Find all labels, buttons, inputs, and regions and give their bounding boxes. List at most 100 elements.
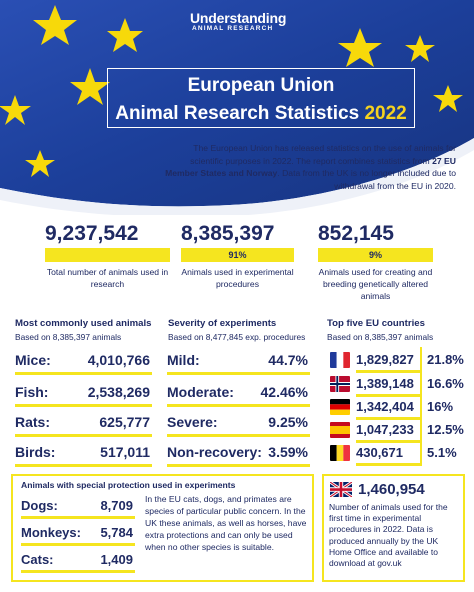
row-underline — [356, 417, 422, 420]
row-underline — [15, 464, 152, 467]
eu-stars — [0, 5, 463, 177]
species-value: 2,538,269 — [87, 384, 150, 400]
row-underline — [167, 404, 310, 407]
stat-label: Animals used in experimental procedures — [181, 267, 294, 289]
stat-value: 9,237,542 — [45, 222, 139, 245]
stat-percent: 91% — [181, 248, 294, 262]
stat-value: 852,145 — [318, 222, 394, 245]
stat-label: Total number of animals used in research — [46, 267, 169, 289]
country-percent: 16% — [427, 399, 454, 414]
species-row: Birds: 517,011 — [15, 440, 152, 467]
uk-statistics-box: 1,460,954 Number of animals used for the… — [322, 474, 465, 582]
intro-paragraph: The European Union has released statisti… — [160, 142, 456, 192]
country-value: 1,829,827 — [356, 352, 414, 367]
species-subtitle: Based on 8,385,397 animals — [15, 332, 122, 342]
country-percent: 21.8% — [427, 352, 464, 367]
understanding-animal-research-logo: Understanding ANIMAL RESEARCH — [190, 10, 286, 32]
intro-part-2: . Data from the UK is no longer included… — [277, 168, 456, 191]
species-value: 4,010,766 — [87, 352, 150, 368]
row-underline — [356, 440, 422, 443]
country-percent: 5.1% — [427, 445, 457, 460]
severity-row: Severe: 9.25% — [167, 410, 310, 437]
severity-value: 42.46% — [260, 384, 308, 400]
title-line-2: Animal Research Statistics 2022 — [108, 103, 414, 125]
country-value: 1,342,404 — [356, 399, 414, 414]
species-title: Most commonly used animals — [15, 318, 152, 329]
species-row: Mice: 4,010,766 — [15, 348, 152, 375]
protected-value: 5,784 — [100, 525, 133, 540]
row-underline — [21, 516, 135, 519]
protected-row: Cats: 1,409 — [21, 550, 135, 573]
special-protection-title: Animals with special protection used in … — [21, 480, 236, 490]
countries-title: Top five EU countries — [327, 318, 425, 329]
row-underline — [15, 404, 152, 407]
country-percent: 12.5% — [427, 422, 464, 437]
countries-divider — [420, 347, 422, 465]
row-underline — [167, 434, 310, 437]
protected-value: 1,409 — [100, 552, 133, 567]
stat-bar — [45, 248, 170, 262]
page-title: European Union Animal Research Statistic… — [107, 68, 415, 128]
eu-flag-banner — [0, 0, 474, 215]
country-value: 1,389,148 — [356, 376, 414, 391]
country-row: 1,047,233 12.5% — [330, 420, 470, 443]
country-value: 1,047,233 — [356, 422, 414, 437]
belgium-flag-icon — [330, 445, 350, 461]
stat-experimental: 8,385,397 91% Animals used in experiment… — [181, 222, 294, 290]
protected-name: Monkeys: — [21, 525, 81, 540]
special-protection-box: Animals with special protection used in … — [11, 474, 314, 582]
protected-value: 8,709 — [100, 498, 133, 513]
severity-name: Severe: — [167, 414, 218, 430]
intro-bold: 27 EU Member States and Norway — [165, 155, 456, 179]
species-name: Birds: — [15, 444, 56, 460]
country-value: 430,671 — [356, 445, 403, 460]
protected-name: Cats: — [21, 552, 54, 567]
row-underline — [356, 463, 422, 466]
country-row: 1,342,404 16% — [330, 397, 470, 420]
severity-row: Non-recovery: 3.59% — [167, 440, 310, 467]
uk-flag-icon — [330, 482, 352, 497]
norway-flag-icon — [330, 376, 350, 392]
title-year: 2022 — [364, 103, 407, 124]
row-underline — [15, 434, 152, 437]
stat-percent: 9% — [318, 248, 433, 262]
country-percent: 16.6% — [427, 376, 464, 391]
severity-row: Moderate: 42.46% — [167, 380, 310, 407]
protected-row: Monkeys: 5,784 — [21, 523, 135, 546]
severity-value: 3.59% — [268, 444, 308, 460]
country-row: 1,829,827 21.8% — [330, 350, 470, 373]
row-underline — [21, 570, 135, 573]
title-line-1: European Union — [187, 75, 335, 96]
severity-title: Severity of experiments — [168, 318, 277, 329]
severity-row: Mild: 44.7% — [167, 348, 310, 375]
row-underline — [21, 543, 135, 546]
severity-name: Non-recovery: — [167, 444, 262, 460]
species-value: 625,777 — [99, 414, 150, 430]
severity-name: Moderate: — [167, 384, 234, 400]
row-underline — [356, 394, 422, 397]
stat-total: 9,237,542 Total number of animals used i… — [45, 222, 170, 290]
severity-value: 9.25% — [268, 414, 308, 430]
special-protection-note: In the EU cats, dogs, and primates are s… — [145, 494, 307, 552]
country-row: 1,389,148 16.6% — [330, 374, 470, 397]
intro-part-1: The European Union has released statisti… — [190, 143, 456, 166]
severity-value: 44.7% — [268, 352, 308, 368]
severity-subtitle: Based on 8,477,845 exp. procedures — [168, 332, 306, 342]
species-name: Mice: — [15, 352, 51, 368]
row-underline — [167, 464, 310, 467]
uk-description: Number of animals used for the first tim… — [329, 502, 448, 569]
stat-breeding: 852,145 9% Animals used for creating and… — [318, 222, 433, 302]
stat-label: Animals used for creating and breeding g… — [318, 267, 433, 301]
species-name: Rats: — [15, 414, 51, 430]
row-underline — [167, 372, 310, 375]
countries-subtitle: Based on 8,385,397 animals — [327, 332, 434, 342]
stat-value: 8,385,397 — [181, 222, 275, 245]
species-row: Rats: 625,777 — [15, 410, 152, 437]
protected-name: Dogs: — [21, 498, 58, 513]
title-text: Animal Research Statistics — [115, 103, 360, 124]
protected-row: Dogs: 8,709 — [21, 496, 135, 519]
species-row: Fish: 2,538,269 — [15, 380, 152, 407]
germany-flag-icon — [330, 399, 350, 415]
logo-line-2: ANIMAL RESEARCH — [192, 25, 274, 32]
spain-flag-icon — [330, 422, 350, 438]
